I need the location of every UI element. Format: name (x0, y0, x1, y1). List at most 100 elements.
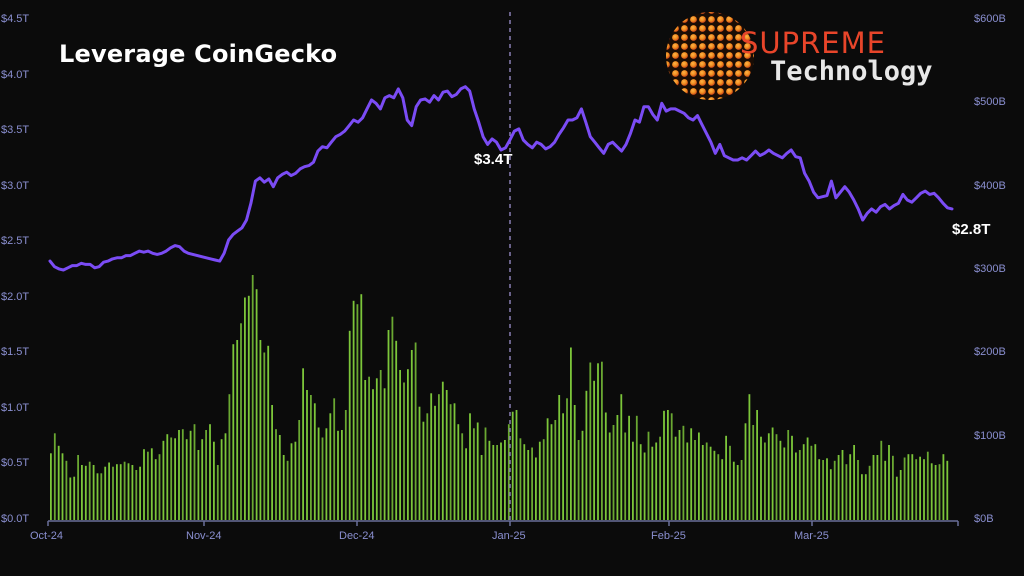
volume-bar (441, 381, 444, 520)
volume-bar (632, 441, 634, 520)
volume-bar (500, 442, 502, 520)
volume-bar (810, 445, 813, 520)
volume-bar (310, 395, 312, 520)
volume-bar (356, 304, 359, 520)
volume-bar (282, 455, 285, 520)
volume-bar (895, 476, 898, 520)
volume-bar (430, 393, 433, 520)
volume-bar (352, 300, 355, 520)
volume-bar (139, 466, 141, 520)
volume-bar (410, 350, 413, 520)
volume-bar (209, 424, 211, 520)
volume-bar (725, 435, 727, 520)
volume-bar (566, 398, 568, 520)
volume-bar (426, 413, 429, 520)
volume-bar (845, 464, 848, 520)
volume-bar (449, 404, 452, 520)
volume-bar (775, 434, 778, 520)
volume-bar (158, 454, 161, 520)
volume-bar (732, 461, 735, 520)
volume-bar (77, 455, 79, 520)
volume-bar (414, 342, 417, 520)
volume-bar (337, 430, 339, 520)
volume-bar (313, 403, 316, 520)
volume-bar (263, 352, 266, 520)
volume-bar (84, 465, 87, 520)
volume-bar (868, 465, 871, 520)
y-left-tick-label: $4.0T (1, 68, 30, 81)
volume-bar (473, 428, 475, 520)
volume-bar (422, 421, 425, 520)
volume-bar (465, 448, 467, 520)
volume-bar (395, 340, 398, 520)
y-left-tick-label: $1.0T (1, 401, 30, 414)
volume-bar (926, 451, 929, 520)
volume-bar (736, 465, 739, 520)
volume-bar (818, 459, 821, 520)
volume-bar (903, 457, 906, 520)
x-tick-label: Jan-25 (492, 530, 526, 542)
volume-bar (783, 447, 786, 520)
volume-bar (201, 439, 204, 520)
volume-bar (876, 455, 879, 520)
volume-bar (670, 413, 673, 520)
x-tick-label: Oct-24 (30, 530, 64, 542)
volume-bar (325, 428, 328, 520)
x-axis-ticks (47, 521, 959, 526)
volume-bar (911, 454, 914, 520)
volume-bar (826, 458, 828, 520)
volume-bar (259, 340, 262, 520)
volume-bar (348, 330, 351, 520)
volume-bar (938, 464, 941, 520)
y-right-tick-label: $500B (974, 96, 1006, 109)
volume-bar (705, 442, 708, 520)
volume-bar (453, 403, 456, 520)
y-left-tick-label: $1.5T (1, 346, 30, 359)
volume-bar (581, 430, 584, 520)
volume-bar (585, 390, 588, 520)
volume-bar (577, 440, 580, 520)
volume-bar (193, 424, 196, 520)
volume-bar (748, 394, 751, 520)
volume-bar (791, 435, 793, 520)
y-left-tick-label: $2.0T (1, 290, 30, 303)
volume-bar (690, 428, 693, 520)
volume-bar (407, 369, 409, 520)
volume-bar (174, 438, 176, 520)
volume-bar (387, 330, 390, 520)
volume-bar (244, 297, 246, 520)
volume-bar (694, 440, 696, 520)
y-left-tick-label: $4.5T (1, 13, 30, 25)
volume-bar (930, 463, 933, 520)
volume-bar (558, 395, 561, 520)
volume-bar (154, 459, 157, 520)
volume-bar (923, 459, 925, 520)
volume-bar (445, 390, 448, 520)
volume-bar (220, 439, 223, 520)
volume-bar (492, 445, 495, 520)
volume-bar (236, 340, 239, 520)
volume-bar (884, 460, 887, 520)
volume-bar (523, 444, 526, 520)
volume-bar (360, 294, 363, 520)
volume-bar (864, 474, 867, 520)
volume-bar (383, 388, 386, 520)
volume-bar (278, 435, 281, 520)
volume-bar (224, 433, 227, 520)
volume-bar (438, 394, 440, 520)
volume-bar (185, 439, 188, 520)
market-cap-line (48, 85, 954, 272)
volume-bar (616, 415, 619, 520)
volume-bar (251, 275, 254, 520)
volume-bar (135, 470, 138, 520)
volume-bar (399, 370, 401, 520)
y-right-tick-label: $0B (974, 513, 994, 525)
volume-bar (511, 411, 514, 520)
volume-bar (678, 430, 681, 520)
volume-bar (496, 445, 498, 520)
y-right-tick-label: $400B (974, 179, 1006, 192)
volume-bar (542, 439, 545, 520)
volume-bar (535, 457, 537, 520)
volume-bar (504, 440, 506, 520)
volume-bar (639, 444, 642, 520)
